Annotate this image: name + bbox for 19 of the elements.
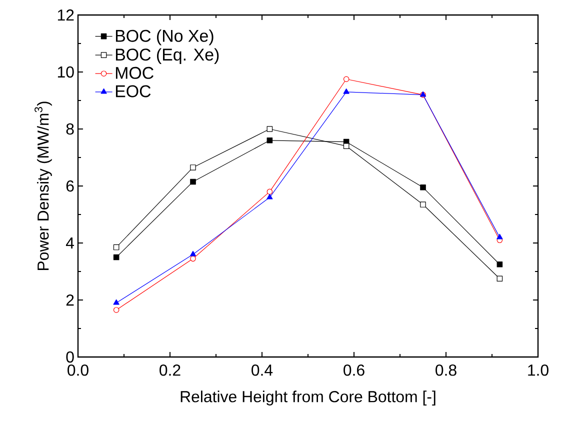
x-axis-title: Relative Height from Core Bottom [-] — [180, 390, 436, 406]
y-tick-label: 2 — [66, 294, 74, 306]
y-tick-label: 10 — [58, 66, 74, 78]
legend-label: BOC (Eq. Xe) — [116, 48, 219, 64]
y-tick-label: 0 — [66, 351, 74, 363]
y-tick-label: 12 — [58, 9, 74, 21]
legend-label: MOC — [116, 66, 154, 79]
x-tick-label: 0.2 — [160, 364, 180, 376]
x-tick-label: 1.0 — [528, 364, 548, 376]
y-axis-title: Power Density (MW/m$^{3}$) — [34, 102, 52, 270]
y-tick-label: 4 — [66, 238, 74, 248]
x-tick-label: 0.4 — [252, 364, 273, 376]
x-tick-label: 0.8 — [436, 364, 456, 376]
y-tick-label: 6 — [66, 180, 74, 192]
y-tick-label: 8 — [66, 123, 74, 135]
legend-label: EOC — [116, 85, 151, 98]
legend-label: BOC (No Xe) — [116, 29, 214, 46]
x-tick-label: 0.0 — [68, 364, 88, 376]
x-tick-label: 0.6 — [344, 364, 364, 376]
